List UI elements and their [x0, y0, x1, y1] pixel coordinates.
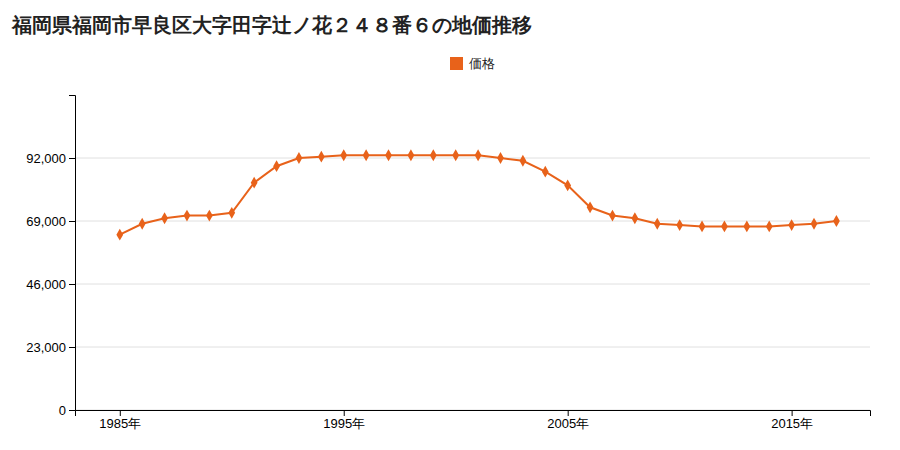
tick-label: 46,000 — [26, 277, 66, 292]
marker — [497, 152, 504, 164]
tick-mark — [344, 410, 345, 416]
y-axis: 0 23,000 46,000 69,000 92,000 — [26, 96, 75, 418]
marker — [363, 149, 370, 161]
marker — [139, 218, 146, 230]
marker — [184, 210, 191, 222]
marker — [296, 152, 303, 164]
tick: 23,000 — [26, 340, 75, 355]
tick-label: 2015年 — [771, 416, 813, 431]
plot-area: 1985年 1995年 2005年 2015年 0 23,000 46,000 69,000 9… — [26, 96, 870, 432]
grid-line — [75, 284, 870, 285]
marker — [475, 149, 482, 161]
tick: 46,000 — [26, 277, 75, 292]
marker — [452, 149, 459, 161]
title: 福岡県福岡市早良区大字田字辻ノ花２４８番６の地価推移 — [11, 13, 532, 37]
marker — [587, 201, 594, 213]
marker — [273, 160, 280, 172]
legend-label: 価格 — [469, 56, 495, 71]
tick: 2005年 — [547, 410, 589, 431]
marker — [699, 221, 706, 233]
tick-mark — [69, 158, 75, 159]
marker — [385, 149, 392, 161]
tick-label: 23,000 — [26, 340, 66, 355]
tick: 69,000 — [26, 214, 75, 229]
tick-label: 2005年 — [547, 416, 589, 431]
marker — [228, 207, 235, 219]
marker — [206, 210, 213, 222]
x-axis: 1985年 1995年 2005年 2015年 — [76, 410, 871, 431]
legend-item: 価格 — [450, 56, 495, 71]
marker — [743, 221, 750, 233]
marker — [811, 218, 818, 230]
marker — [430, 149, 437, 161]
marker — [609, 210, 616, 222]
legend-swatch — [450, 57, 463, 70]
tick: 2015年 — [771, 410, 813, 431]
tick: 92,000 — [26, 151, 75, 166]
tick-label: 1995年 — [323, 416, 365, 431]
line — [120, 155, 837, 234]
axis-line — [76, 411, 871, 417]
marker — [519, 155, 526, 167]
tick-mark — [568, 410, 569, 416]
marker — [766, 221, 773, 233]
tick-mark — [69, 221, 75, 222]
tick-mark — [69, 347, 75, 348]
marker — [408, 149, 415, 161]
tick-label: 0 — [59, 403, 66, 418]
tick-label: 69,000 — [26, 214, 66, 229]
marker — [654, 218, 661, 230]
grid-line — [75, 158, 870, 159]
grid-line — [75, 221, 870, 222]
marker — [318, 151, 325, 163]
marker — [788, 219, 795, 231]
marker — [251, 177, 258, 189]
marker — [542, 166, 549, 178]
tick: 1985年 — [99, 410, 141, 431]
marker — [721, 221, 728, 233]
grid — [75, 158, 870, 410]
tick-mark — [69, 410, 75, 411]
tick-mark — [69, 284, 75, 285]
axis-line — [69, 96, 76, 411]
chart: 1985年 1995年 2005年 2015年 0 23,000 46,000 69,000 9… — [0, 0, 900, 450]
tick-mark — [792, 410, 793, 416]
marker — [631, 212, 638, 224]
tick: 1995年 — [323, 410, 365, 431]
tick-label: 92,000 — [26, 151, 66, 166]
grid-line — [75, 347, 870, 348]
marker — [161, 212, 168, 224]
tick: 0 — [59, 403, 75, 418]
marker — [116, 229, 123, 241]
marks — [116, 149, 839, 240]
marker — [833, 215, 840, 227]
tick-mark — [120, 410, 121, 416]
marker — [340, 149, 347, 161]
tick-label: 1985年 — [99, 416, 141, 431]
legend: 価格 — [450, 56, 495, 71]
marker — [676, 219, 683, 231]
marker — [564, 180, 571, 192]
